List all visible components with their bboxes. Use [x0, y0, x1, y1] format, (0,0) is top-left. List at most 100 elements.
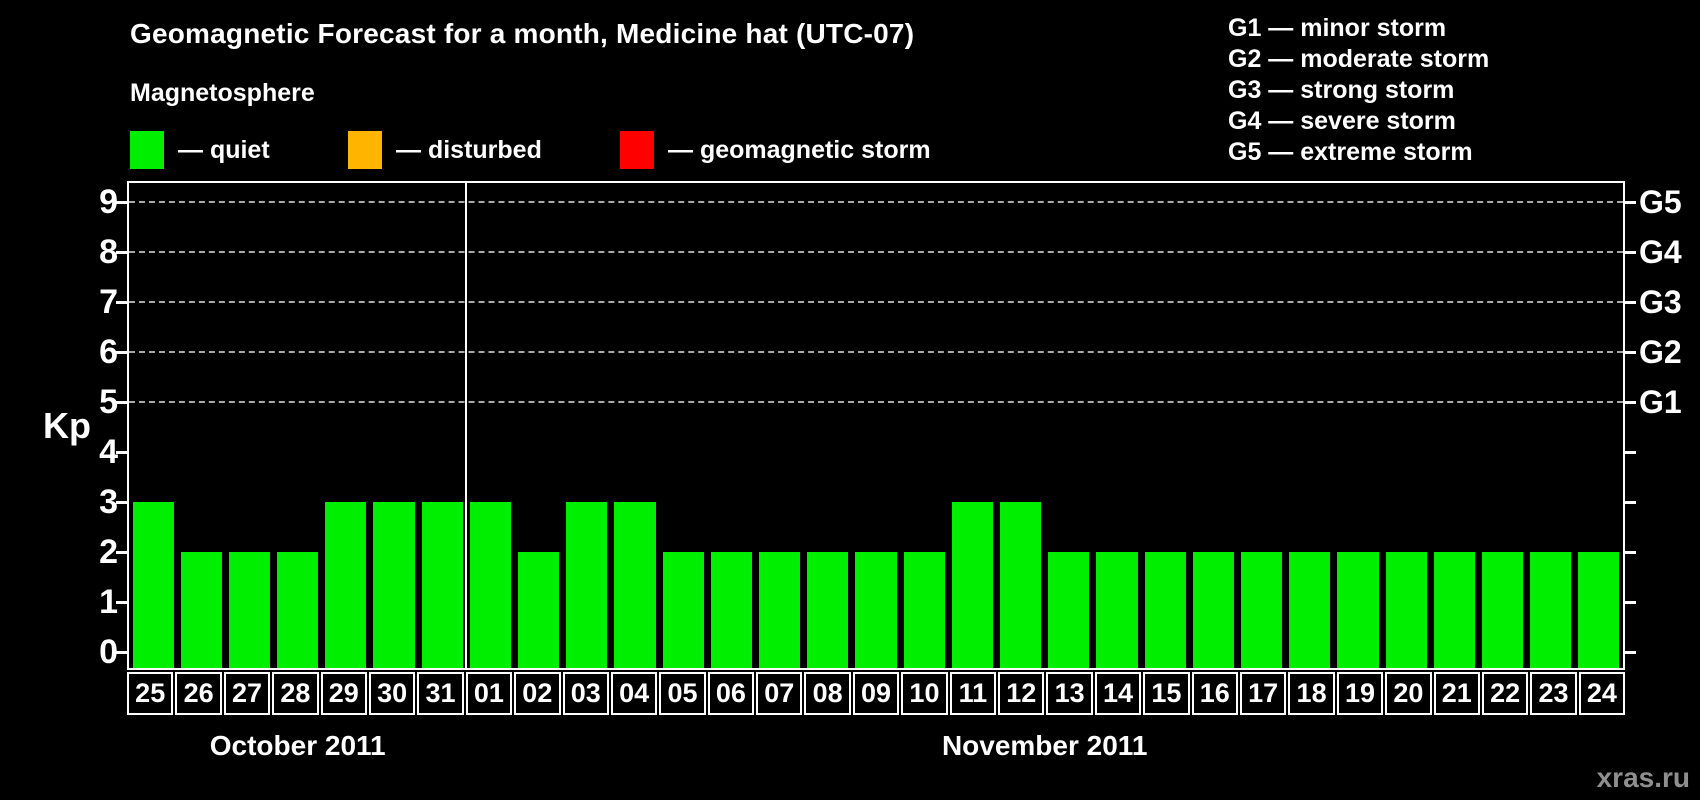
date-cell-21: 21: [1433, 672, 1480, 715]
date-cell-03: 03: [562, 672, 609, 715]
left-tick-kp6: [116, 351, 127, 354]
right-tick-kp5: [1625, 401, 1636, 404]
right-tick-kp9: [1625, 201, 1636, 204]
kp-bar-day-06: [710, 552, 752, 668]
kp-bar-day-23: [1530, 552, 1572, 668]
quiet-swatch: [130, 131, 164, 169]
kp-bar-day-10: [903, 552, 945, 668]
left-tick-kp8: [116, 251, 127, 254]
magnetosphere-legend: — quiet — disturbed — geomagnetic storm: [130, 128, 1130, 172]
storm-scale-line-g1: G1 — minor storm: [1228, 14, 1447, 42]
legend-item-disturbed: — disturbed: [348, 128, 542, 172]
date-cell-26: 26: [175, 672, 222, 715]
date-cell-02: 02: [514, 672, 561, 715]
left-tick-kp9: [116, 201, 127, 204]
date-cell-29: 29: [320, 672, 367, 715]
kp-bar-day-12: [999, 502, 1042, 668]
date-cell-17: 17: [1239, 672, 1287, 715]
date-cell-23: 23: [1530, 672, 1577, 715]
y-tick-label-5: 5: [99, 383, 118, 421]
date-cell-05: 05: [659, 672, 706, 715]
chart-title: Geomagnetic Forecast for a month, Medici…: [130, 18, 915, 49]
date-cell-10: 10: [901, 672, 948, 715]
kp-bar-day-16: [1192, 552, 1234, 668]
y-tick-label-7: 7: [99, 283, 118, 321]
left-tick-kp3: [116, 501, 127, 504]
y-tick-label-9: 9: [99, 183, 118, 221]
date-cell-19: 19: [1336, 672, 1384, 715]
left-tick-kp7: [116, 301, 127, 304]
date-cell-06: 06: [707, 672, 755, 715]
kp-bar-day-02: [518, 552, 560, 668]
geomagnetic-storm-swatch: [620, 131, 654, 169]
right-tick-kp8: [1625, 251, 1636, 254]
date-cell-27: 27: [223, 672, 271, 715]
date-cell-18: 18: [1288, 672, 1335, 715]
y-tick-label-2: 2: [99, 533, 118, 571]
storm-scale-line-g3: G3 — strong storm: [1228, 76, 1455, 104]
kp-bar-day-25: [132, 502, 174, 668]
g-level-label-g4: G4: [1639, 234, 1682, 270]
y-tick-label-0: 0: [99, 633, 118, 671]
date-cell-12: 12: [998, 672, 1045, 715]
month-separator-line: [465, 183, 468, 668]
left-tick-kp4: [116, 451, 127, 454]
kp-bar-day-14: [1096, 552, 1138, 668]
y-axis-label: Kp: [43, 405, 91, 446]
gridline-kp5: [129, 401, 1623, 403]
kp-bar-day-19: [1337, 552, 1379, 668]
date-cell-16: 16: [1191, 672, 1238, 715]
kp-bar-day-05: [662, 552, 704, 668]
storm-scale-line-g5: G5 — extreme storm: [1228, 138, 1473, 166]
kp-bar-day-03: [566, 502, 608, 668]
legend-item-geomagnetic-storm: — geomagnetic storm: [620, 128, 931, 172]
y-tick-label-4: 4: [99, 433, 118, 471]
date-cell-01: 01: [465, 672, 513, 715]
y-tick-label-8: 8: [99, 233, 118, 271]
gridline-kp7: [129, 301, 1623, 303]
date-cell-15: 15: [1143, 672, 1190, 715]
date-cell-22: 22: [1481, 672, 1529, 715]
right-tick-kp4: [1625, 451, 1636, 454]
left-tick-kp5: [116, 401, 127, 404]
y-tick-label-6: 6: [99, 333, 118, 371]
storm-scale-legend: G1 — minor storm G2 — moderate storm G3 — …: [1228, 13, 1489, 168]
kp-bar-day-09: [855, 552, 897, 668]
disturbed-swatch: [348, 131, 382, 169]
kp-bar-day-15: [1144, 552, 1186, 668]
kp-bar-day-01: [469, 502, 512, 668]
g-level-label-g2: G2: [1639, 334, 1682, 370]
right-tick-kp3: [1625, 501, 1636, 504]
date-cell-07: 07: [756, 672, 803, 715]
kp-bar-day-30: [373, 502, 415, 668]
g-level-label-g1: G1: [1639, 384, 1682, 420]
date-axis: 25 26 27 28 29 30 31 01 02 03 04 05 06 07 08 09 10 11 12 13…: [127, 672, 1626, 715]
plot-area: [116, 181, 1636, 670]
kp-bar-day-07: [759, 552, 801, 668]
date-cell-24: 24: [1578, 672, 1626, 715]
kp-bar-day-22: [1481, 552, 1524, 668]
date-cell-14: 14: [1094, 672, 1142, 715]
left-tick-kp1: [116, 601, 127, 604]
date-cell-31: 31: [417, 672, 464, 715]
date-cell-09: 09: [852, 672, 900, 715]
kp-bar-day-26: [180, 552, 222, 668]
kp-bar-day-24: [1578, 552, 1620, 668]
kp-bar-day-18: [1289, 552, 1331, 668]
magnetosphere-label: Magnetosphere: [130, 79, 315, 107]
date-cell-11: 11: [949, 672, 997, 715]
right-tick-kp1: [1625, 601, 1636, 604]
date-cell-20: 20: [1385, 672, 1432, 715]
y-tick-label-3: 3: [99, 483, 118, 521]
kp-bar-day-28: [277, 552, 319, 668]
legend-label-geomagnetic-storm: — geomagnetic storm: [668, 135, 931, 164]
kp-bar-day-27: [228, 552, 271, 668]
right-tick-kp0: [1625, 651, 1636, 654]
kp-bar-day-21: [1433, 552, 1475, 668]
kp-bar-day-29: [325, 502, 367, 668]
legend-label-quiet: — quiet: [178, 135, 270, 164]
kp-bar-day-11: [951, 502, 993, 668]
g-level-label-g3: G3: [1639, 284, 1682, 320]
kp-bar-day-13: [1048, 552, 1090, 668]
g-level-label-g5: G5: [1639, 184, 1682, 220]
